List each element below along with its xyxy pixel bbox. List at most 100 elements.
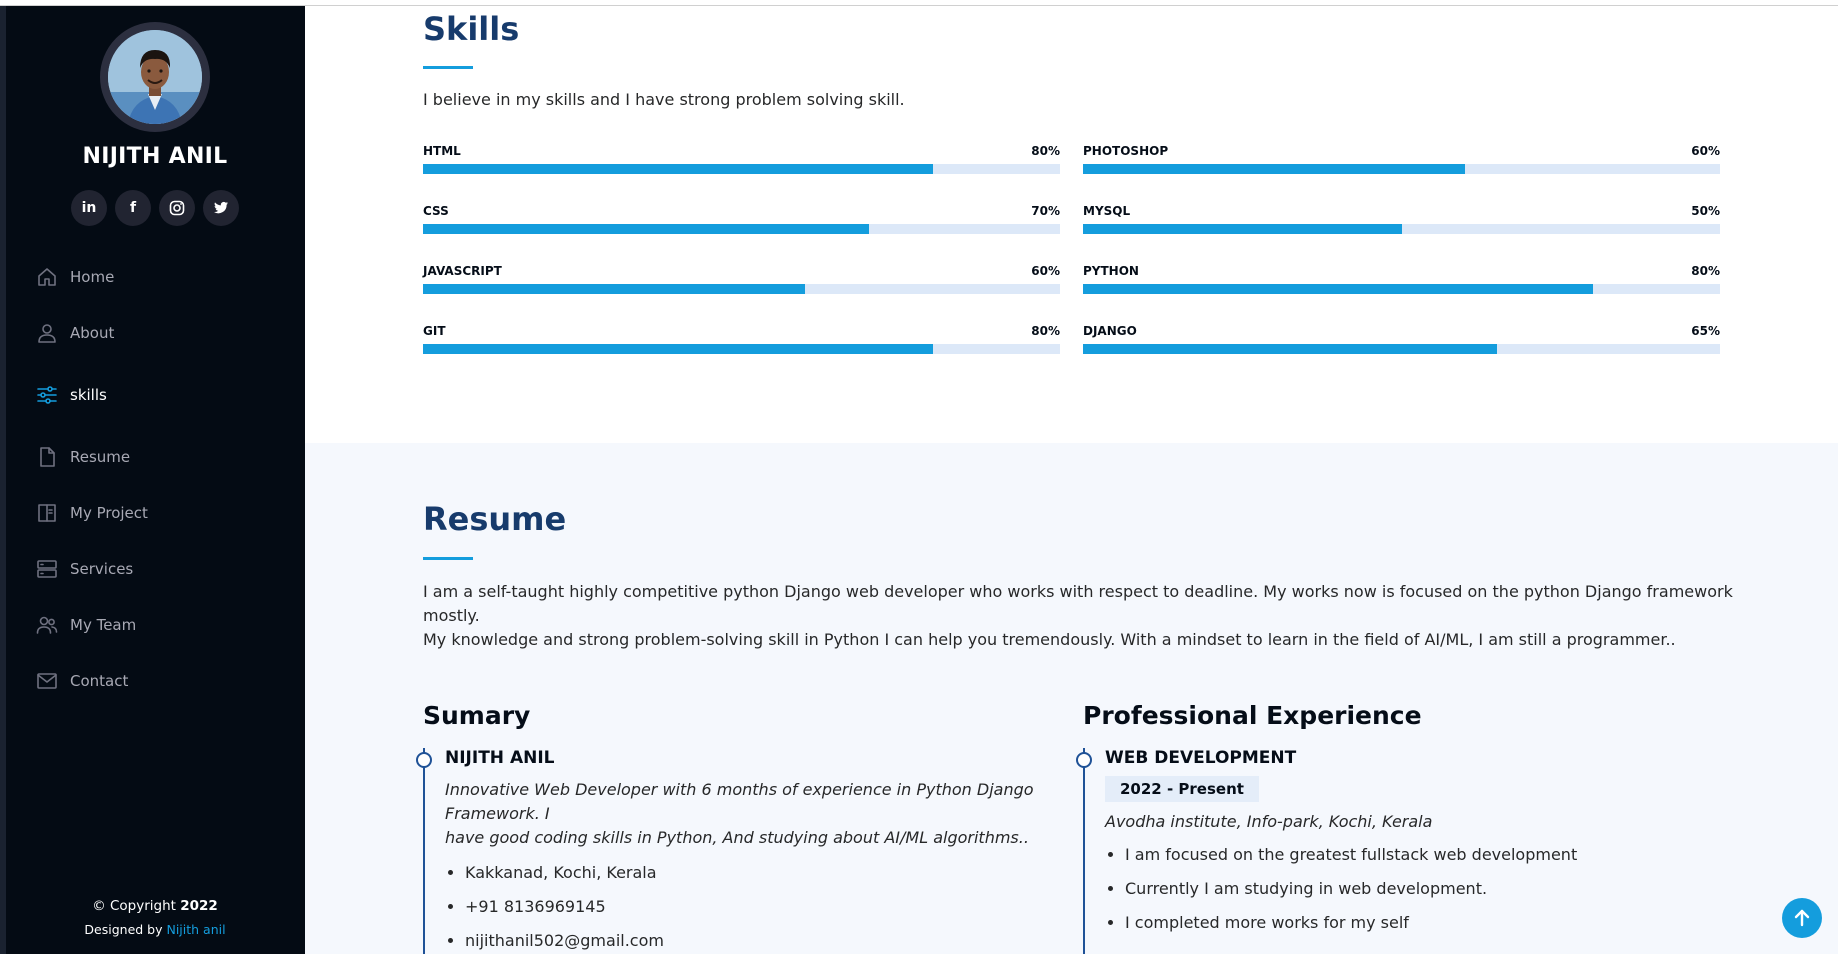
skill-track [423,164,1060,174]
summary-name: NIJITH ANIL [445,748,555,768]
linkedin-glyph: in [81,200,97,216]
skill-name: PYTHON [1083,264,1139,278]
skill-percent: 60% [1691,144,1720,158]
skill-fill [423,224,869,234]
skill-bar: HTML 80% [423,144,1060,174]
credits: Designed by Nijith anil [0,918,310,942]
summary-timeline: NIJITH ANIL Innovative Web Developer wit… [416,748,1063,954]
skill-fill [1083,164,1466,174]
summary-details: Kakkanad, Kochi, Kerala +91 8136969145 n… [445,856,1063,954]
designer-link[interactable]: Nijith anil [166,922,226,937]
timeline-dot [416,752,432,768]
avatar [100,22,210,132]
sidebar-footer: © Copyright 2022 Designed by Nijith anil [0,894,310,942]
skill-track [1083,284,1720,294]
skill-name: MYSQL [1083,204,1131,218]
nav-item-label: Services [70,560,134,578]
skill-track [423,284,1060,294]
skill-track [1083,164,1720,174]
skills-section: Skills I believe in my skills and I have… [305,0,1838,443]
file-icon [36,446,58,468]
nav-item-label: About [70,324,115,342]
list-item: Currently I am studying in web developme… [1125,872,1723,906]
skill-bar: DJANGO 65% [1083,324,1720,354]
team-icon [36,614,58,636]
nav-item-skills[interactable]: skills [36,380,107,410]
skill-fill [1083,284,1593,294]
skill-bar: GIT 80% [423,324,1060,354]
sidebar: NIJITH ANIL in f Home About skills Resum… [0,0,305,954]
summary-bio-line: Innovative Web Developer with 6 months o… [445,780,1034,823]
sliders-icon [36,384,58,406]
nav-item-label: Resume [70,448,131,466]
resume-description: I am a self-taught highly competitive py… [423,580,1763,652]
sidebar-edge [0,0,6,954]
skill-percent: 60% [1031,264,1060,278]
skill-fill [1083,344,1498,354]
skill-name: CSS [423,204,449,218]
back-to-top-button[interactable] [1782,898,1822,938]
home-icon [36,266,58,288]
resume-title-underline [423,557,473,560]
profile-name: NIJITH ANIL [82,144,228,169]
nav-item-home[interactable]: Home [36,262,114,292]
skill-fill [423,164,933,174]
nav-item-my-project[interactable]: My Project [36,498,148,528]
experience-points: I am focused on the greatest fullstack w… [1105,838,1723,940]
skill-name: HTML [423,144,461,158]
skill-track [1083,344,1720,354]
skill-name: JAVASCRIPT [423,264,502,278]
skills-description: I believe in my skills and I have strong… [423,90,905,109]
list-item: I am focused on the greatest fullstack w… [1125,838,1723,872]
user-icon [36,322,58,344]
nav-item-label: My Team [70,616,137,634]
skill-bar: CSS 70% [423,204,1060,234]
skills-title-underline [423,66,473,69]
skill-percent: 70% [1031,204,1060,218]
nav-item-about[interactable]: About [36,318,114,348]
copyright-prefix: © Copyright [92,898,181,914]
skill-name: DJANGO [1083,324,1137,338]
facebook-icon[interactable]: f [115,190,151,226]
twitter-icon[interactable] [203,190,239,226]
skill-track [423,344,1060,354]
instagram-icon[interactable] [159,190,195,226]
social-links: in f [0,190,310,226]
nav-item-contact[interactable]: Contact [36,666,128,696]
envelope-icon [36,670,58,692]
resume-title: Resume [423,500,567,538]
list-item: nijithanil502@gmail.com [465,924,1063,954]
skill-percent: 65% [1691,324,1720,338]
server-icon [36,558,58,580]
list-item: I completed more works for my self [1125,906,1723,940]
skill-fill [423,344,933,354]
nav-item-label: Home [70,268,115,286]
skill-bar: PYTHON 80% [1083,264,1720,294]
list-item: +91 8136969145 [465,890,1063,924]
list-item: Kakkanad, Kochi, Kerala [465,856,1063,890]
nav-item-label: skills [70,386,107,404]
summary-bio-line: have good coding skills in Python, And s… [445,828,1029,847]
skill-percent: 80% [1031,144,1060,158]
timeline-dot [1076,752,1092,768]
main-content: Skills I believe in my skills and I have… [305,0,1838,954]
nav-item-resume[interactable]: Resume [36,442,130,472]
skill-bar: JAVASCRIPT 60% [423,264,1060,294]
skill-name: PHOTOSHOP [1083,144,1169,158]
skill-track [423,224,1060,234]
linkedin-icon[interactable]: in [71,190,107,226]
resume-description-line: I am a self-taught highly competitive py… [423,582,1733,625]
credits-prefix: Designed by [84,922,167,937]
nav-item-label: Contact [70,672,129,690]
nav-item-services[interactable]: Services [36,554,133,584]
nav-item-my-team[interactable]: My Team [36,610,136,640]
skill-percent: 80% [1691,264,1720,278]
resume-section: Resume I am a self-taught highly competi… [305,443,1838,954]
summary-heading: Sumary [423,701,531,730]
skills-title: Skills [423,10,520,48]
experience-place: Avodha institute, Info-park, Kochi, Kera… [1105,812,1433,831]
skill-track [1083,224,1720,234]
experience-period: 2022 - Present [1105,776,1259,802]
skill-fill [1083,224,1402,234]
experience-role: WEB DEVELOPMENT [1105,748,1297,768]
